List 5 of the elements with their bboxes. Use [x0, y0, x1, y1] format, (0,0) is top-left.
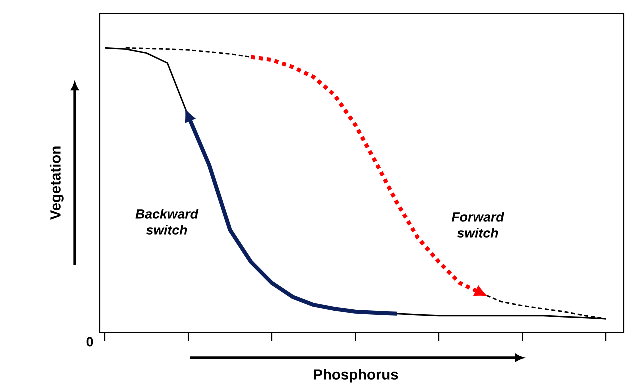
text: 0 — [86, 337, 94, 347]
annotation: Forward switch — [452, 212, 505, 238]
y-axis-title: Vegetation — [50, 146, 64, 220]
x-axis-title: Phosphorus — [314, 369, 398, 383]
annotation: Backward switch — [136, 209, 199, 235]
